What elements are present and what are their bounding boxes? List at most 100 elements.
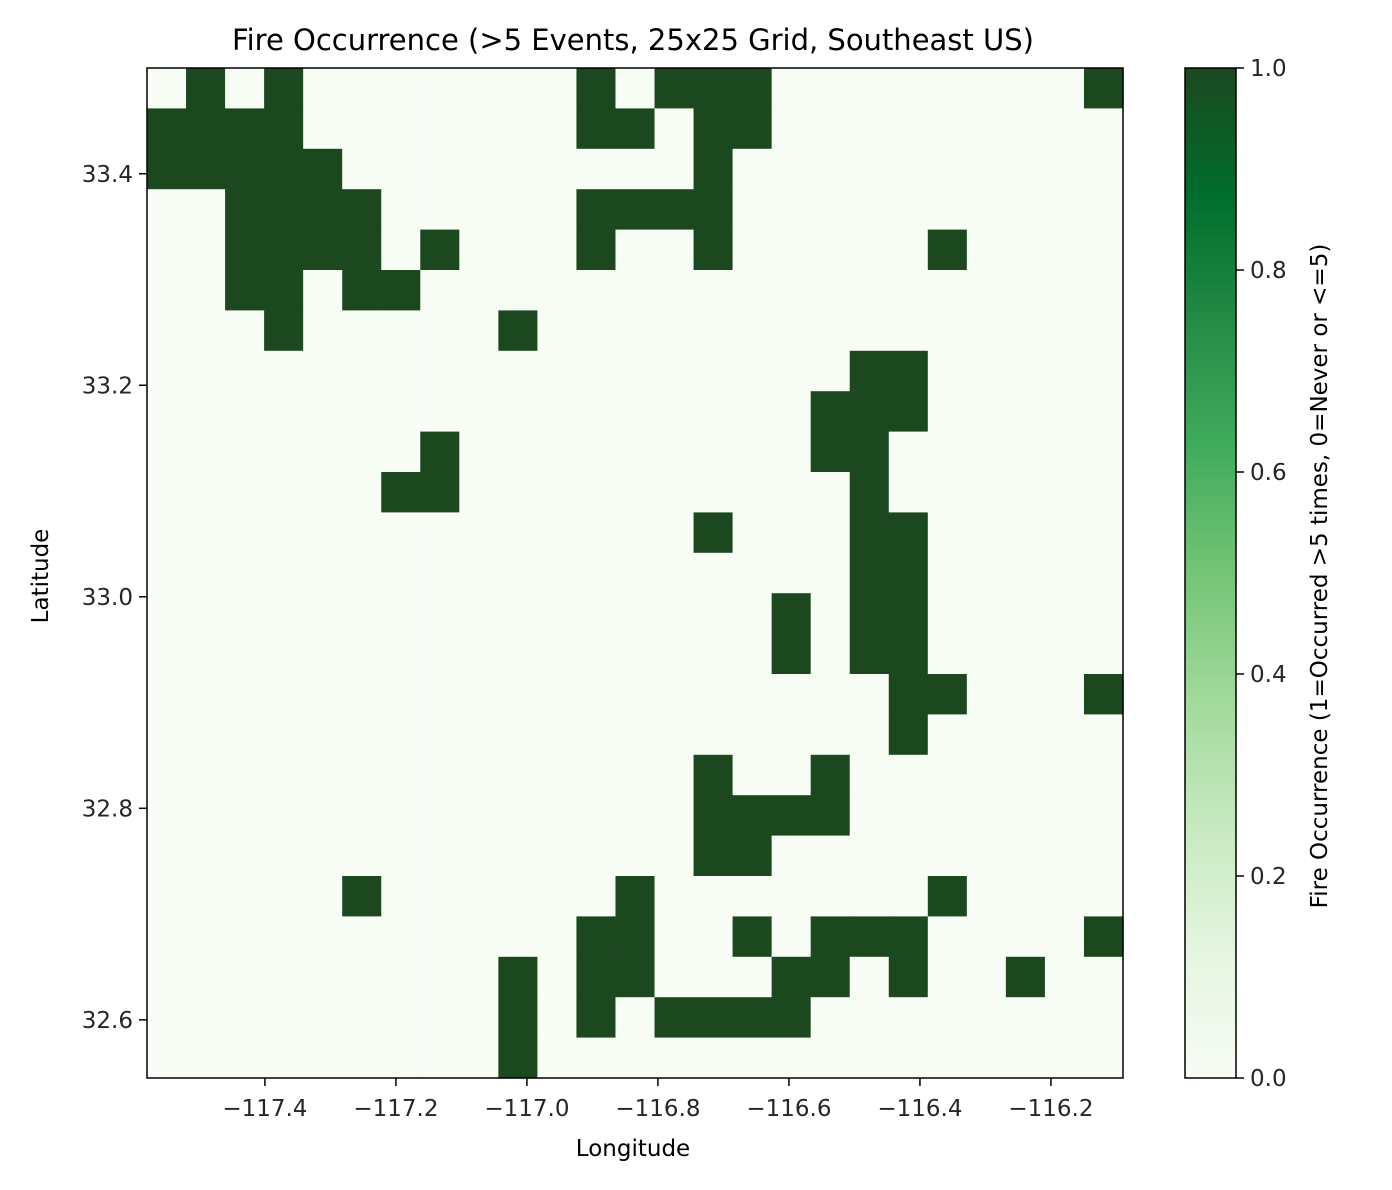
heatmap-cell	[1005, 674, 1046, 715]
colorbar-ticks: 0.0 0.2 0.4 0.6 0.8 1.0	[1236, 56, 1287, 1092]
heatmap-cell	[1044, 835, 1085, 877]
heatmap-cell	[147, 552, 187, 594]
heatmap-cell	[537, 229, 578, 271]
heatmap-cell	[186, 108, 226, 150]
heatmap-cell	[420, 633, 460, 675]
heatmap-cell	[303, 633, 343, 675]
heatmap-cell	[498, 1037, 538, 1079]
heatmap-cell	[147, 512, 187, 554]
heatmap-cell	[225, 108, 265, 150]
heatmap-cell	[615, 714, 656, 756]
heatmap-cell	[1044, 472, 1085, 513]
heatmap-cell	[342, 552, 382, 594]
heatmap-cell	[186, 674, 226, 715]
heatmap-cell	[771, 350, 812, 392]
heatmap-cell	[693, 229, 734, 271]
heatmap-cell	[654, 270, 695, 311]
heatmap-cell	[576, 674, 617, 715]
heatmap-cell	[615, 310, 656, 352]
heatmap-cell	[927, 512, 968, 554]
heatmap-cell	[654, 229, 695, 271]
heatmap-cell	[771, 270, 812, 311]
heatmap-cell	[1083, 270, 1124, 311]
heatmap-cell	[186, 148, 226, 190]
x-tick-label: −117.2	[353, 1096, 438, 1122]
heatmap-cell	[342, 714, 382, 756]
heatmap-cell	[1083, 472, 1124, 513]
heatmap-cell	[420, 431, 460, 473]
heatmap-cell	[186, 391, 226, 433]
heatmap-cell	[381, 876, 421, 917]
heatmap-cell	[1005, 391, 1046, 433]
heatmap-cell	[576, 835, 617, 877]
heatmap-cell	[732, 472, 773, 513]
heatmap-cell	[576, 795, 617, 837]
heatmap-cell	[576, 552, 617, 594]
heatmap-cell	[225, 633, 265, 675]
heatmap-cell	[459, 956, 499, 998]
heatmap-cell	[888, 391, 929, 433]
heatmap-cell	[459, 593, 499, 635]
x-tick-label: −117.0	[484, 1096, 569, 1122]
heatmap-cell	[849, 310, 890, 352]
heatmap-cell	[615, 956, 656, 998]
y-tick-label: 32.8	[82, 796, 133, 822]
y-tick-label: 33.4	[82, 162, 133, 188]
heatmap-cell	[1044, 431, 1085, 473]
heatmap-cell	[459, 189, 499, 231]
heatmap-cell	[732, 108, 773, 150]
heatmap-cell	[303, 1037, 343, 1079]
heatmap-cell	[927, 795, 968, 837]
heatmap-cell	[1005, 350, 1046, 392]
heatmap-cell	[537, 956, 578, 998]
heatmap-cell	[420, 956, 460, 998]
heatmap-cell	[381, 956, 421, 998]
heatmap-cell	[966, 593, 1007, 635]
heatmap-cell	[1044, 633, 1085, 675]
heatmap-grid	[147, 68, 1124, 1079]
heatmap-cell	[303, 754, 343, 796]
heatmap-cell	[1044, 714, 1085, 756]
heatmap-cell	[576, 148, 617, 190]
heatmap-cell	[147, 876, 187, 917]
heatmap-cell	[225, 148, 265, 190]
heatmap-cell	[420, 714, 460, 756]
heatmap-cell	[303, 512, 343, 554]
heatmap-cell	[459, 795, 499, 837]
heatmap-cell	[732, 997, 773, 1039]
heatmap-cell	[654, 997, 695, 1039]
heatmap-cell	[498, 795, 538, 837]
heatmap-cell	[1044, 148, 1085, 190]
heatmap-cell	[1083, 552, 1124, 594]
heatmap-cell	[849, 350, 890, 392]
heatmap-cell	[264, 431, 304, 473]
heatmap-cell	[654, 593, 695, 635]
heatmap-cell	[810, 472, 851, 513]
heatmap-cell	[1044, 270, 1085, 311]
heatmap-cell	[966, 148, 1007, 190]
heatmap-cell	[186, 189, 226, 231]
heatmap-cell	[615, 552, 656, 594]
heatmap-cell	[498, 108, 538, 150]
heatmap-cell	[147, 310, 187, 352]
x-tick-label: −117.4	[222, 1096, 307, 1122]
heatmap-cell	[615, 674, 656, 715]
heatmap-cell	[1083, 512, 1124, 554]
heatmap-cell	[342, 512, 382, 554]
heatmap-cell	[966, 835, 1007, 877]
heatmap-cell	[147, 997, 187, 1039]
heatmap-cell	[1044, 512, 1085, 554]
heatmap-cell	[381, 108, 421, 150]
heatmap-cell	[537, 68, 578, 109]
heatmap-cell	[264, 270, 304, 311]
heatmap-cell	[381, 350, 421, 392]
heatmap-cell	[381, 633, 421, 675]
heatmap-cell	[966, 714, 1007, 756]
heatmap-cell	[849, 916, 890, 958]
heatmap-cell	[771, 189, 812, 231]
heatmap-cell	[225, 593, 265, 635]
colorbar	[1184, 67, 1237, 1079]
heatmap-cell	[615, 68, 656, 109]
heatmap-cell	[342, 633, 382, 675]
heatmap-cell	[849, 270, 890, 311]
